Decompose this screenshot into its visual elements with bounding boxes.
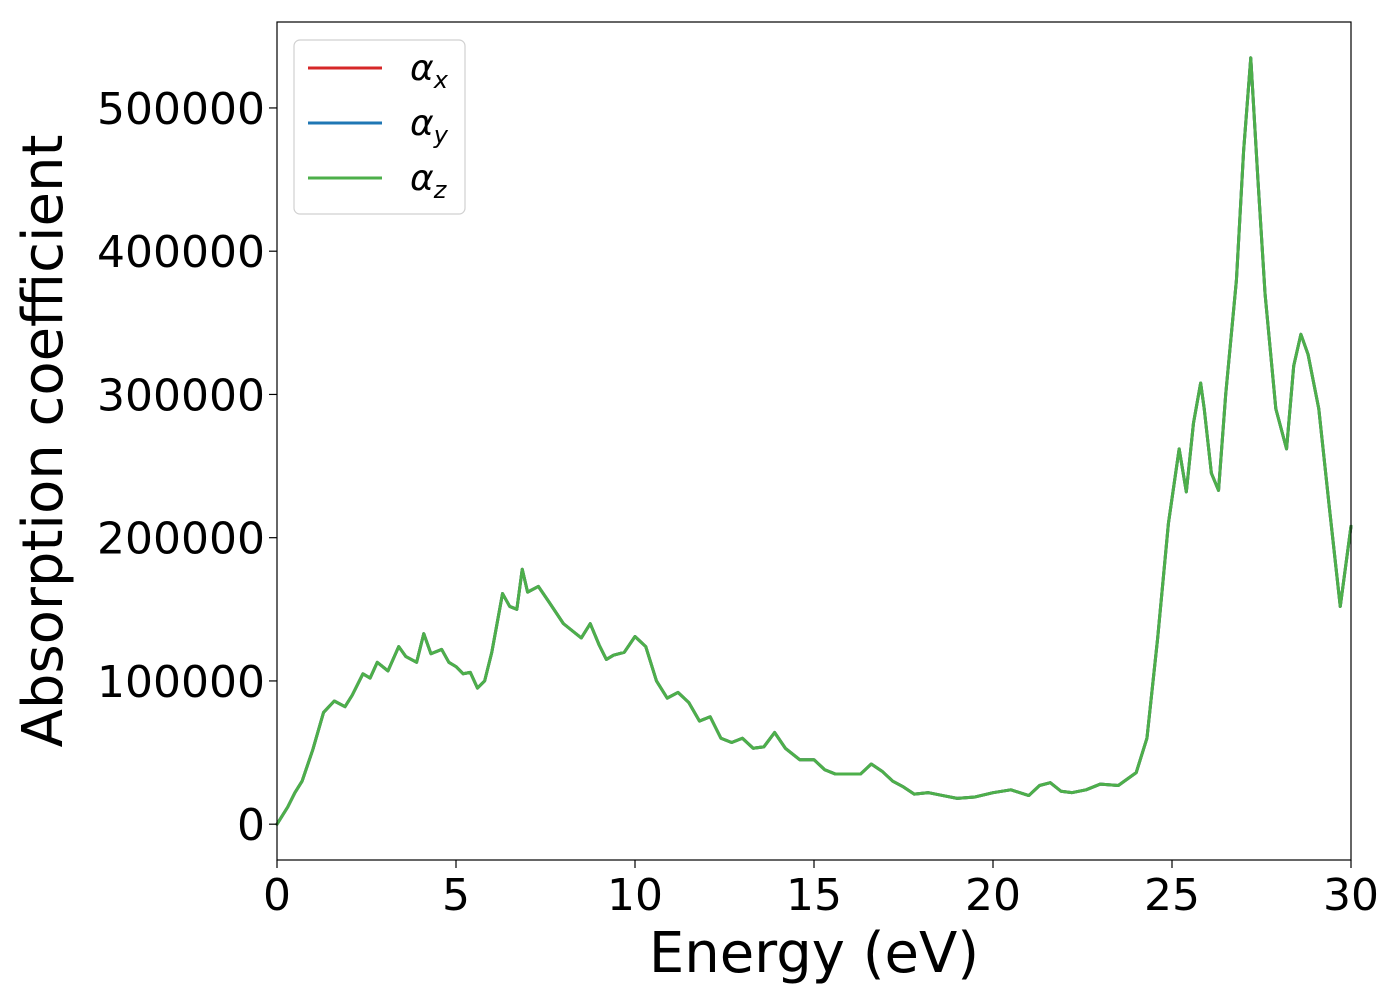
- y-tick-label: 500000: [97, 84, 265, 135]
- x-tick-label: 20: [965, 870, 1021, 921]
- legend-subscript-1: x: [433, 66, 449, 94]
- legend-subscript-3: z: [433, 176, 448, 204]
- x-tick-label: 25: [1144, 870, 1200, 921]
- y-tick-label: 100000: [97, 657, 265, 708]
- x-tick-label: 10: [607, 870, 663, 921]
- x-tick-label: 15: [786, 870, 842, 921]
- y-tick-label: 0: [237, 800, 265, 851]
- y-tick-label: 200000: [97, 514, 265, 565]
- legend-subscript-2: y: [433, 121, 449, 149]
- x-axis: 0 5 10 15 20 25 30: [263, 860, 1379, 921]
- y-tick-label: 400000: [97, 227, 265, 278]
- y-axis: 0 100000 200000 300000 400000 500000: [97, 84, 277, 851]
- y-tick-label: 300000: [97, 370, 265, 421]
- series-layer: [275, 56, 1353, 826]
- y-axis-title: Absorption coefficient: [11, 135, 76, 748]
- x-tick-label: 0: [263, 870, 291, 921]
- series-line-3: [275, 56, 1353, 826]
- x-tick-label: 30: [1323, 870, 1379, 921]
- x-axis-title: Energy (eV): [649, 921, 979, 986]
- x-tick-label: 5: [442, 870, 470, 921]
- legend-box: [293, 39, 466, 215]
